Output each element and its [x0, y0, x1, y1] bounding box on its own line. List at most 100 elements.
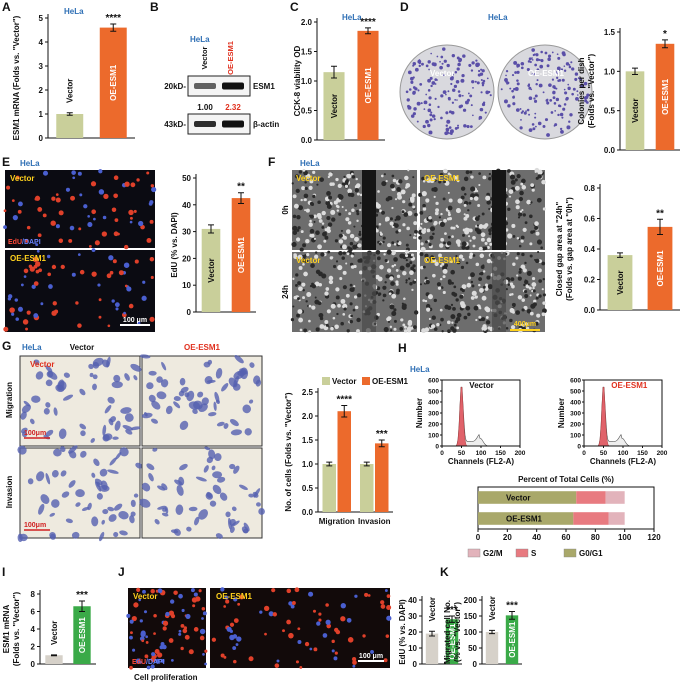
colony [520, 118, 522, 121]
nucleus [149, 219, 154, 224]
colony [489, 94, 492, 97]
cell [409, 270, 414, 276]
colony [465, 100, 469, 105]
nucleus [188, 649, 194, 655]
cell [195, 476, 207, 482]
cell [27, 478, 34, 485]
bar [337, 411, 351, 512]
image-background [210, 588, 390, 668]
error-bar [66, 112, 73, 116]
colony [451, 101, 455, 104]
blot-frame [187, 75, 251, 97]
cell [469, 239, 472, 242]
scale-label: 100 μm [359, 653, 383, 660]
bar-segment [573, 512, 609, 525]
error-bar [657, 218, 663, 236]
cell [478, 315, 482, 319]
cell [204, 446, 211, 451]
cell [450, 269, 455, 275]
cell [292, 305, 295, 308]
cell [302, 263, 305, 266]
cell [53, 448, 62, 457]
cell [535, 231, 540, 236]
cell [212, 484, 222, 495]
colony [560, 68, 564, 71]
cell [309, 214, 314, 219]
cell [428, 317, 431, 320]
nucleus [40, 302, 44, 306]
nucleus [288, 601, 293, 606]
cell [412, 205, 416, 209]
cell [347, 246, 351, 250]
cell [325, 287, 330, 291]
nucleus [129, 216, 133, 220]
cell [460, 303, 466, 309]
nucleus [162, 644, 167, 650]
legend-label: Vector [332, 377, 356, 386]
y-tick-label: 50 [182, 174, 191, 183]
cell [432, 257, 436, 260]
cell [430, 324, 436, 329]
colony [429, 113, 433, 117]
cell [420, 265, 424, 270]
nucleus [153, 632, 156, 635]
cell [390, 250, 396, 256]
nucleus [72, 176, 76, 180]
cell [442, 275, 446, 279]
cell [317, 200, 321, 205]
cell [43, 408, 50, 415]
nucleus [145, 635, 149, 639]
cell [302, 168, 306, 172]
nucleus [130, 631, 133, 635]
colony [452, 73, 454, 76]
cell [443, 241, 446, 245]
y-tick-label: 600 [570, 378, 581, 385]
cell [436, 322, 440, 327]
cell [299, 247, 304, 252]
cell [485, 316, 489, 319]
cell [113, 531, 119, 538]
nucleus [123, 244, 129, 250]
cell [387, 243, 392, 248]
colony [433, 117, 436, 121]
nucleus [69, 225, 75, 231]
cell [382, 236, 386, 240]
cell [391, 206, 394, 210]
nucleus [291, 601, 296, 605]
cell [447, 235, 451, 239]
cell [324, 327, 327, 330]
nucleus [112, 259, 117, 264]
cell [409, 234, 412, 237]
y-tick-label: 50 [468, 644, 477, 653]
nucleus [109, 270, 114, 275]
cell [401, 304, 407, 310]
cell [405, 243, 409, 247]
cell [519, 210, 523, 213]
y-tick-label: 2.0 [302, 412, 314, 421]
cell [293, 295, 298, 300]
cell [340, 229, 344, 232]
cell [314, 281, 320, 287]
colony [410, 114, 415, 118]
cell [453, 285, 457, 289]
colony [427, 78, 431, 83]
colony [450, 82, 453, 86]
bar-label: Vector [488, 596, 497, 620]
cell [468, 228, 473, 233]
cell [525, 284, 530, 289]
colony [457, 90, 461, 93]
colony [413, 107, 417, 111]
nucleus [233, 597, 238, 602]
nucleus [35, 269, 40, 274]
nucleus [47, 272, 52, 277]
nucleus [151, 187, 157, 193]
cell [290, 317, 295, 322]
colony [480, 91, 483, 94]
cell [221, 383, 229, 392]
cell [488, 232, 492, 236]
colony [531, 48, 535, 52]
nucleus [229, 634, 235, 641]
cell [433, 195, 436, 198]
colony [405, 90, 409, 94]
cell [154, 519, 160, 525]
